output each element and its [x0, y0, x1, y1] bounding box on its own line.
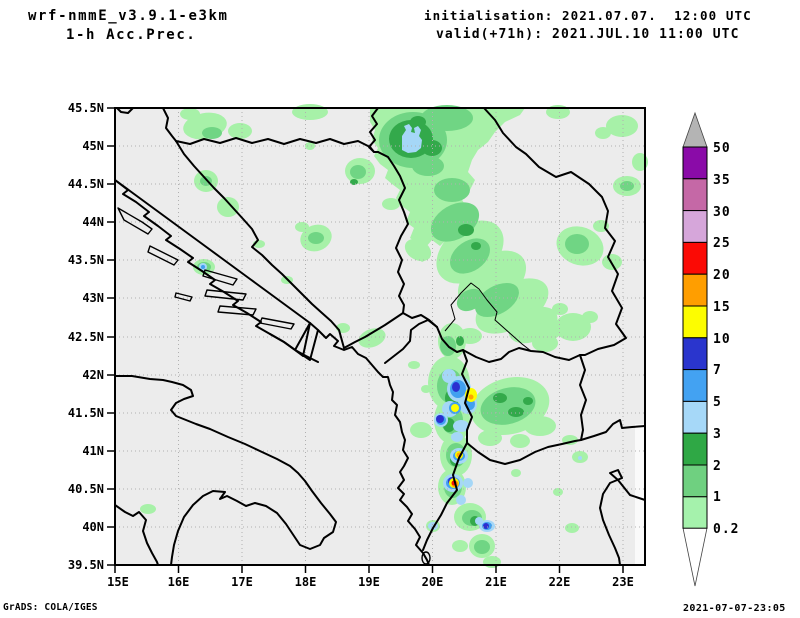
valid-time-label: valid(+71h): 2021.JUL.10 11:00 UTC [436, 27, 740, 42]
colorbar-segment [682, 273, 708, 307]
montenegro-albania-border [384, 319, 438, 364]
colorbar-segment [682, 464, 708, 498]
lat-label: 45.5N [68, 101, 104, 115]
tyrrhenian-coast [114, 504, 159, 566]
colorbar-label: 7 [713, 363, 722, 378]
lat-label: 41N [82, 444, 104, 458]
colorbar-segment [682, 241, 708, 275]
sava-border [175, 137, 379, 153]
north-adriatic-coast [114, 179, 319, 331]
latitude-axis: 45.5N 45N 44.5N 44N 43.5N 43N 42.5N 42N … [68, 101, 104, 572]
longitude-axis: 15E 16E 17E 18E 19E 20E 21E 22E 23E [107, 575, 634, 589]
lon-label: 18E [295, 575, 317, 589]
colorbar-label: 5 [713, 395, 722, 410]
colorbar-label: 20 [713, 268, 731, 283]
albania-kosovo-border [436, 326, 464, 353]
lat-label: 40N [82, 520, 104, 534]
creation-timestamp: 2021-07-07-23:05 [683, 603, 786, 614]
colorbar-segment [682, 178, 708, 212]
lon-label: 23E [612, 575, 634, 589]
croatia-bosnia-border [175, 140, 345, 349]
colorbar-label: 0.2 [713, 522, 739, 537]
lat-label: 42.5N [68, 330, 104, 344]
lat-label: 45N [82, 139, 104, 153]
colorbar-underflow-arrow [682, 527, 708, 587]
colorbar-label: 3 [713, 427, 722, 442]
colorbar-label: 10 [713, 332, 731, 347]
colorbar-segment [682, 146, 708, 180]
lon-label: 15E [107, 575, 129, 589]
greece-north-border [466, 419, 646, 465]
lon-label: 19E [358, 575, 380, 589]
country-borders [162, 107, 646, 551]
colorbar-segment [682, 210, 708, 243]
colorbar-label: 2 [713, 459, 722, 474]
lat-label: 44.5N [68, 177, 104, 191]
graticule [115, 108, 645, 565]
lon-label: 17E [231, 575, 253, 589]
colorbar-label: 35 [713, 173, 731, 188]
macedonia-bulgaria-border [579, 354, 587, 441]
colorbar-label: 15 [713, 300, 731, 315]
lat-label: 44N [82, 215, 104, 229]
serbia-romania-bulgaria-border [483, 107, 627, 356]
colorbar-labels: 50 35 30 25 20 15 10 7 5 3 2 1 0.2 [713, 141, 739, 537]
colorbar-label: 1 [713, 490, 722, 505]
macedonia-north-border [462, 347, 581, 363]
colorbar: 50 35 30 25 20 15 10 7 5 3 2 1 0.2 [682, 111, 739, 587]
lat-label: 39.5N [68, 558, 104, 572]
lon-label: 21E [485, 575, 507, 589]
model-title: wrf-nmmE_v3.9.1-e3km [28, 8, 229, 24]
lon-label: 16E [168, 575, 190, 589]
albania-greece-border [422, 442, 468, 551]
adriatic-islands [117, 207, 295, 330]
colorbar-label: 50 [713, 141, 731, 156]
lat-label: 42N [82, 368, 104, 382]
colorbar-segment [682, 305, 708, 339]
colorbar-segment [682, 369, 708, 402]
domain-edge-void [635, 424, 644, 564]
colorbar-label: 25 [713, 236, 731, 251]
aegean-coast [599, 469, 646, 566]
colorbar-segment [682, 496, 708, 529]
colorbar-segment [682, 400, 708, 434]
albania-macedonia-border [461, 349, 473, 444]
colorbar-label: 30 [713, 205, 731, 220]
drina-border [377, 151, 409, 314]
bosnia-montenegro-border [343, 312, 404, 349]
dalmatia-coast [269, 329, 430, 566]
coastlines [114, 107, 646, 566]
lat-label: 41.5N [68, 406, 104, 420]
lat-label: 40.5N [68, 482, 104, 496]
lat-label: 43.5N [68, 253, 104, 267]
axis-ticks [107, 107, 624, 573]
kosovo-boundary [444, 282, 532, 352]
colorbar-segment [682, 337, 708, 371]
colorbar-overflow-arrow [682, 111, 708, 148]
lon-label: 20E [422, 575, 444, 589]
croatia-serbia-border [368, 107, 379, 153]
italy-adriatic-coast [114, 375, 337, 566]
lat-label: 43N [82, 291, 104, 305]
top-edge-coast-bump [116, 107, 134, 114]
croatia-north-border [162, 107, 177, 142]
grads-credit: GrADS: COLA/IGES [3, 602, 98, 613]
colorbar-segment [682, 432, 708, 466]
product-title: 1-h Acc.Prec. [66, 27, 197, 43]
initialisation-label: initialisation: 2021.07.07. 12:00 UTC [424, 8, 752, 23]
lon-label: 22E [549, 575, 571, 589]
